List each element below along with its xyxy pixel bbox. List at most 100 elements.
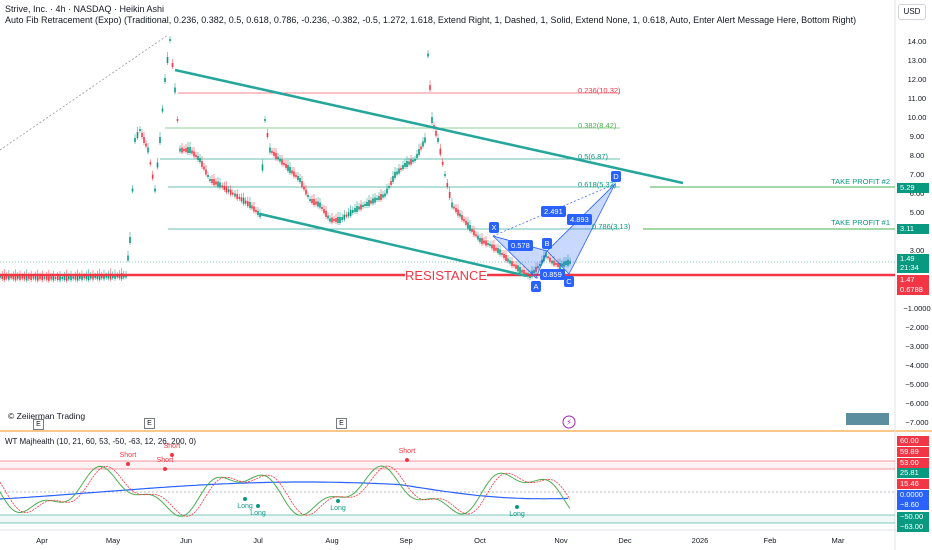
- take-profit-2-label: TAKE PROFIT #2: [831, 177, 890, 186]
- time-tick-label: Dec: [618, 536, 632, 545]
- chart-title[interactable]: Strive, Inc. · 4h · NASDAQ · Heikin Ashi: [5, 4, 165, 14]
- price-tick-label: −2.000: [905, 323, 928, 332]
- osc-oversold-zone: [0, 515, 895, 523]
- osc-tick-label: 0.0000: [897, 490, 929, 500]
- pattern-point-d[interactable]: D: [611, 171, 621, 182]
- time-axis[interactable]: Apr May Jun Jul Aug Sep Oct Nov Dec 2026 Feb Mar: [36, 536, 845, 545]
- osc-signal-label: Long: [250, 510, 266, 517]
- osc-tick-label: −63.00: [897, 522, 929, 532]
- time-tick-label: May: [106, 536, 120, 545]
- time-tick-label: Sep: [399, 536, 412, 545]
- price-tick-label: −3.000: [905, 342, 928, 351]
- price-tick-label: 6.00: [910, 189, 925, 198]
- osc-signal-label: Short: [157, 457, 174, 464]
- lightning-icon: ⚡: [566, 418, 572, 427]
- time-tick-label: Aug: [325, 536, 338, 545]
- pattern-point-a[interactable]: A: [531, 281, 541, 292]
- price-candles: [0, 36, 571, 283]
- price-tick-label: 5.00: [910, 208, 925, 217]
- price-tag: 0.6788: [897, 285, 929, 295]
- osc-signal-label: Long: [509, 511, 525, 518]
- osc-tick-label: 59.89: [897, 447, 929, 457]
- pattern-ratio-label: 4.893: [567, 214, 592, 225]
- earnings-event-3[interactable]: E: [336, 418, 347, 429]
- osc-wave-2: [0, 465, 571, 517]
- osc-tick-label: 60.00: [897, 436, 929, 446]
- pattern-point-b[interactable]: B: [542, 238, 552, 249]
- alert-icon[interactable]: [562, 415, 576, 429]
- resistance-label-bg: [405, 267, 487, 283]
- pattern-point-c[interactable]: C: [564, 276, 574, 287]
- time-tick-label: 2026: [692, 536, 709, 545]
- price-tick-label: 12.00: [908, 75, 927, 84]
- price-tick-label: −4.000: [905, 361, 928, 370]
- time-tick-label: Nov: [554, 536, 568, 545]
- osc-overbought-zone: [0, 461, 895, 469]
- osc-tick-label: 25.81: [897, 468, 929, 478]
- osc-signal-dot: [163, 467, 167, 471]
- time-tick-label: Jul: [253, 536, 263, 545]
- price-tag: 3.11: [897, 224, 929, 234]
- osc-signal-label: Long: [330, 505, 346, 512]
- price-tick-label: −6.000: [905, 399, 928, 408]
- osc-tick-label: −8.60: [897, 500, 929, 510]
- watermark: © Zeiierman Trading: [8, 411, 86, 421]
- fib-level-label: 0.5(6.87): [578, 152, 609, 161]
- price-tag: 5.29: [897, 183, 929, 193]
- osc-signal-label: Short: [399, 448, 416, 455]
- price-tick-label: 8.00: [910, 151, 925, 160]
- osc-tick-label: 53.00: [897, 458, 929, 468]
- earnings-event-1[interactable]: E: [33, 419, 44, 430]
- osc-signal-label: Short: [164, 443, 181, 450]
- channel-lower-line[interactable]: [259, 212, 528, 278]
- indicator-legend[interactable]: Auto Fib Retracement (Expo) (Traditional…: [5, 15, 857, 25]
- fib-level-label: 0.236(10.32): [578, 86, 621, 95]
- osc-signal-dot: [243, 497, 247, 501]
- channel-upper-line[interactable]: [174, 68, 684, 185]
- osc-signal-dot: [126, 462, 130, 466]
- fib-level-label: 0.382(8.42): [578, 121, 617, 130]
- price-tick-label: 7.00: [910, 170, 925, 179]
- price-tick-label: −7.000: [905, 418, 928, 427]
- oscillator-legend[interactable]: WT Majhealth (10, 21, 60, 53, -50, -63, …: [5, 437, 197, 446]
- price-tick-label: 10.00: [908, 113, 927, 122]
- time-tick-label: Feb: [764, 536, 777, 545]
- osc-signal-label: Short: [120, 452, 137, 459]
- price-tick-label: −1.0000: [903, 304, 930, 313]
- osc-wave-1: [0, 465, 571, 517]
- osc-signal-dot: [170, 453, 174, 457]
- price-tick-label: 14.00: [908, 37, 927, 46]
- osc-signal-label: Long: [237, 503, 253, 510]
- resistance-label: RESISTANCE: [405, 268, 487, 283]
- osc-tick-label: −50.00: [897, 512, 929, 522]
- price-tick-label: 3.00: [910, 246, 925, 255]
- currency-button[interactable]: USD: [898, 4, 926, 20]
- pattern-ratio-label: 0.859: [540, 269, 565, 280]
- price-tick-label: 11.00: [908, 94, 926, 103]
- osc-signal-dot: [336, 499, 340, 503]
- price-tick-label: 13.00: [908, 56, 927, 65]
- time-tick-label: Oct: [474, 536, 487, 545]
- pattern-point-x[interactable]: X: [489, 222, 499, 233]
- scroll-handle[interactable]: [846, 413, 889, 425]
- time-tick-label: Mar: [832, 536, 845, 545]
- fib-extension-line: [0, 34, 169, 151]
- price-tag: 1.49: [897, 254, 929, 264]
- osc-signal-dot: [515, 505, 519, 509]
- osc-tick-label: 15.46: [897, 479, 929, 489]
- price-tick-label: 9.00: [910, 132, 925, 141]
- osc-signal-line: [0, 481, 569, 500]
- earnings-event-2[interactable]: E: [144, 418, 155, 429]
- time-tick-label: Jun: [180, 536, 192, 545]
- pattern-ratio-label: 0.578: [508, 240, 533, 251]
- price-tick-label: −5.000: [905, 380, 928, 389]
- time-tick-label: Apr: [36, 536, 48, 545]
- fib-level-label: 0.786(3.13): [592, 222, 631, 231]
- osc-signal-dot: [405, 458, 409, 462]
- fib-levels: [160, 92, 620, 230]
- take-profit-1-label: TAKE PROFIT #1: [831, 218, 890, 227]
- fib-level-label: 0.618(5.33): [578, 180, 617, 189]
- pattern-ratio-label: 2.491: [541, 206, 566, 217]
